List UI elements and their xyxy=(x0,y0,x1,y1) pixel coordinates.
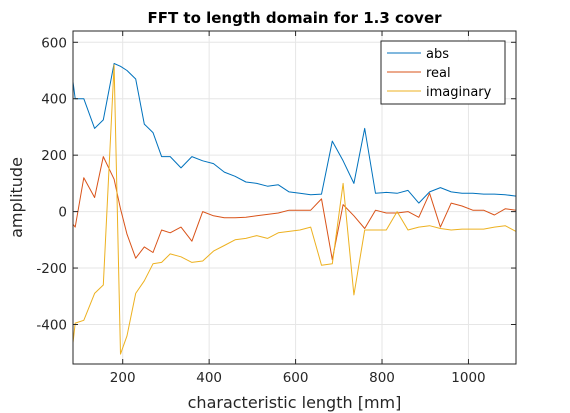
x-axis-label: characteristic length [mm] xyxy=(188,393,402,412)
legend: abs real imaginary xyxy=(381,41,505,104)
y-tick-label: 400 xyxy=(41,92,67,108)
y-tick-label: -400 xyxy=(36,317,67,333)
legend-label-imaginary: imaginary xyxy=(426,85,492,100)
y-tick-label: -200 xyxy=(36,261,67,277)
x-tick-label: 1000 xyxy=(451,370,485,386)
x-tick-label: 600 xyxy=(283,370,309,386)
legend-label-real: real xyxy=(426,66,451,81)
x-tick-label: 800 xyxy=(369,370,395,386)
y-tick-label: 0 xyxy=(58,205,67,221)
y-tick-label: 200 xyxy=(41,148,67,164)
y-axis-label: amplitude xyxy=(7,157,26,238)
x-tick-label: 400 xyxy=(196,370,222,386)
chart-title: FFT to length domain for 1.3 cover xyxy=(147,9,442,27)
legend-label-abs: abs xyxy=(426,47,449,62)
y-tick-label: 600 xyxy=(41,35,67,51)
x-tick-label: 200 xyxy=(110,370,136,386)
